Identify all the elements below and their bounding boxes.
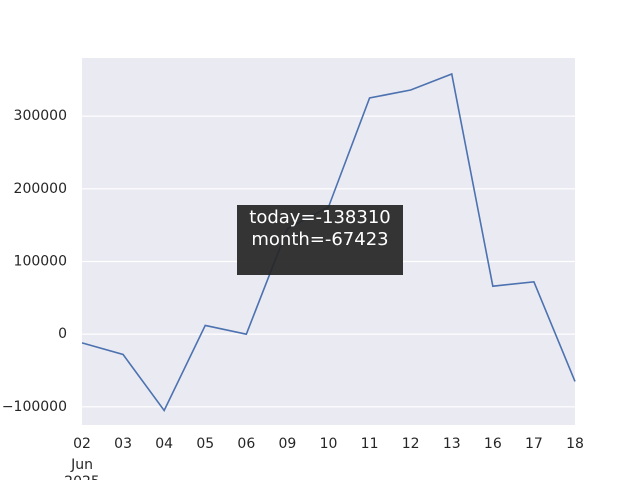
- x-tick-label: 10: [320, 436, 338, 452]
- x-tick-label: 06: [237, 436, 255, 452]
- tooltip-line: month=-67423: [251, 229, 388, 250]
- x-tick-label: 04: [155, 436, 173, 452]
- y-tick-label: 200000: [14, 181, 67, 197]
- x-tick-label: 13: [443, 436, 461, 452]
- x-tick-label: 17: [525, 436, 543, 452]
- x-tick-label: 12: [402, 436, 420, 452]
- tooltip-box: [237, 205, 403, 275]
- x-tick-label: 16: [484, 436, 502, 452]
- x-tick-label: 02: [73, 436, 91, 452]
- x-tick-sublabel: Jun: [70, 457, 93, 473]
- y-tick-label: 0: [58, 326, 67, 342]
- y-tick-label: −100000: [2, 399, 67, 415]
- x-tick-label: 18: [566, 436, 584, 452]
- y-tick-label: 300000: [14, 108, 67, 124]
- x-tick-label: 11: [361, 436, 379, 452]
- x-tick-label: 05: [196, 436, 214, 452]
- tooltip-line: today=-138310: [249, 207, 390, 228]
- y-tick-label: 100000: [14, 253, 67, 269]
- tooltip: today=-138310 month=-67423: [237, 205, 403, 275]
- x-tick-label: 09: [279, 436, 297, 452]
- x-tick-label: 03: [114, 436, 132, 452]
- x-tick-sublabel: 2025: [64, 474, 100, 480]
